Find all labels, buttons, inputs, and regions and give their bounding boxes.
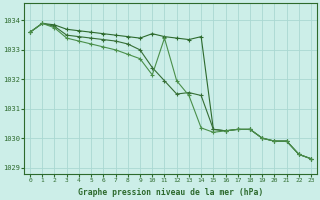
X-axis label: Graphe pression niveau de la mer (hPa): Graphe pression niveau de la mer (hPa) — [78, 188, 263, 197]
